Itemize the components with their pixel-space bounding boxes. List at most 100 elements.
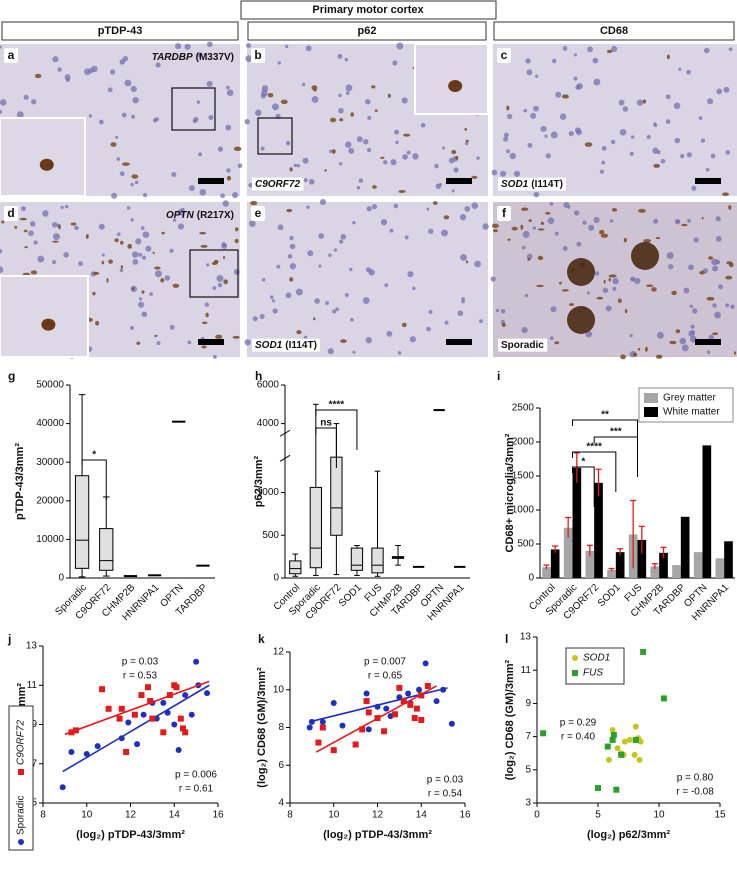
nucleus [396, 42, 404, 50]
nucleus [138, 252, 143, 257]
nucleus [500, 170, 507, 177]
stain [205, 312, 209, 318]
nucleus [289, 235, 294, 241]
p-value: p = 0.29 [560, 718, 597, 729]
point [188, 711, 195, 718]
nucleus [693, 237, 699, 243]
nucleus [728, 47, 733, 52]
y-tick-label: 12 [273, 647, 285, 658]
nucleus [0, 249, 3, 254]
significance-bracket [81, 459, 107, 500]
point [160, 699, 167, 706]
y-tick-label: 500 [262, 530, 279, 541]
inset-cell [41, 318, 56, 331]
stain [93, 271, 100, 275]
y-tick-label: 13 [26, 641, 38, 652]
nucleus [533, 191, 540, 198]
nucleus [206, 80, 213, 87]
nucleus [634, 277, 641, 285]
panel-letter: i [497, 369, 500, 383]
point [416, 686, 423, 693]
stain [23, 229, 28, 233]
point [660, 695, 667, 702]
stain [121, 162, 130, 166]
legend-marker [18, 839, 24, 845]
nucleus [52, 233, 60, 241]
nucleus [383, 160, 388, 165]
nucleus [366, 206, 372, 212]
stain [374, 109, 378, 112]
stain [152, 251, 155, 255]
inset-cell [448, 80, 463, 92]
stain [234, 227, 239, 232]
nucleus [226, 89, 234, 97]
panel-letter: a [8, 48, 15, 62]
p-value: p = 0.03 [122, 657, 159, 668]
y-tick-label: 9 [525, 698, 531, 709]
nucleus [132, 251, 139, 258]
column-title: pTDP-43 [98, 25, 143, 37]
bar [659, 552, 668, 578]
nucleus [260, 146, 265, 151]
scale-bar [695, 339, 721, 345]
nucleus [698, 116, 703, 121]
stain [141, 290, 145, 294]
legend-label: FUS [583, 668, 603, 679]
nucleus [404, 235, 409, 240]
nucleus [225, 85, 230, 90]
stain [222, 256, 226, 259]
point [400, 698, 407, 705]
stain [511, 226, 518, 231]
stain [101, 260, 105, 265]
nucleus [142, 231, 150, 238]
panel-label: TARDBP (M337V) [152, 52, 234, 63]
box [309, 486, 322, 569]
nucleus [703, 47, 710, 54]
zoom-box [257, 117, 293, 155]
nucleus [612, 286, 617, 291]
bar [650, 566, 660, 578]
stain [329, 117, 337, 123]
stain [432, 201, 438, 205]
point [140, 711, 147, 718]
nucleus [384, 283, 389, 288]
nucleus [204, 302, 210, 307]
stain [507, 238, 511, 241]
stain [34, 73, 42, 79]
nucleus [716, 88, 723, 95]
nucleus [130, 182, 134, 187]
bar [693, 552, 703, 578]
nucleus [402, 154, 408, 160]
point [145, 684, 151, 691]
y-tick-label: 11 [521, 665, 532, 676]
stain [172, 283, 180, 288]
inset [0, 117, 86, 197]
nucleus [350, 317, 354, 322]
stain [653, 163, 661, 168]
nucleus [212, 354, 217, 359]
fit-line [309, 687, 448, 723]
point [59, 784, 66, 791]
panel-label: OPTN (R217X) [166, 210, 234, 221]
nucleus [121, 112, 127, 118]
box [289, 560, 302, 575]
stain [455, 155, 459, 160]
stain [85, 234, 89, 239]
y-tick-label: 5 [525, 764, 531, 775]
point [424, 682, 431, 689]
nucleus [619, 128, 627, 136]
nucleus [155, 62, 161, 68]
stain [569, 303, 574, 306]
nucleus [332, 309, 337, 314]
significance-bracket [572, 451, 617, 492]
nucleus [448, 157, 455, 164]
stain [681, 223, 688, 227]
stain [655, 236, 661, 240]
x-tick-label: 10 [81, 810, 93, 821]
nucleus [686, 69, 691, 75]
stain [611, 208, 618, 212]
nucleus [723, 86, 730, 93]
significance-label: ns [320, 418, 332, 429]
nucleus [110, 69, 116, 75]
